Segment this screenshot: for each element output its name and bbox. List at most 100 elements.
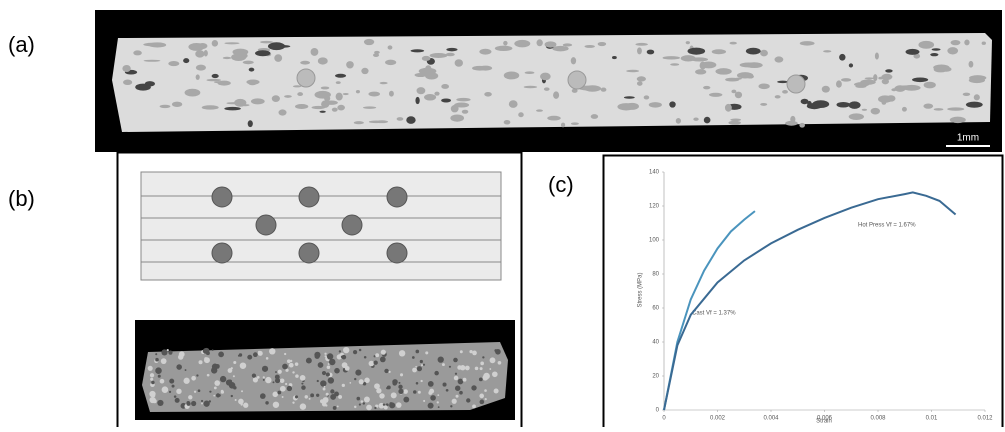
grain xyxy=(355,370,361,376)
grain xyxy=(161,358,167,364)
grain xyxy=(430,53,448,58)
grain xyxy=(224,42,239,44)
grain xyxy=(215,364,220,369)
grain xyxy=(363,402,365,404)
grain xyxy=(839,54,845,61)
grain xyxy=(561,123,565,128)
grain xyxy=(240,362,247,369)
grain xyxy=(503,41,507,46)
grain xyxy=(424,94,436,101)
grain xyxy=(552,46,568,52)
grain xyxy=(388,45,393,49)
grain xyxy=(359,379,364,384)
grain xyxy=(760,103,767,106)
grain xyxy=(275,375,280,380)
grain xyxy=(272,392,278,398)
grain xyxy=(964,40,969,46)
grain xyxy=(482,356,484,358)
grain xyxy=(729,42,736,45)
grain xyxy=(253,352,258,357)
grain xyxy=(451,105,459,112)
grain xyxy=(420,360,423,363)
grain xyxy=(226,380,232,386)
grain xyxy=(584,45,594,48)
grain xyxy=(317,380,319,382)
grain xyxy=(459,391,463,395)
grain xyxy=(292,402,294,404)
grain xyxy=(709,93,722,97)
grain xyxy=(272,95,280,102)
grain xyxy=(188,43,204,51)
grain xyxy=(373,53,379,57)
grain xyxy=(498,361,502,365)
grain xyxy=(366,405,372,411)
grain xyxy=(686,41,690,44)
grain xyxy=(417,366,422,371)
grain xyxy=(563,43,572,46)
grain xyxy=(626,70,639,73)
grain xyxy=(963,93,970,96)
grain xyxy=(397,117,404,121)
grain xyxy=(514,40,530,47)
grain xyxy=(376,388,381,393)
grain xyxy=(282,364,288,370)
grain xyxy=(420,380,422,382)
grain xyxy=(321,86,330,89)
grain xyxy=(277,391,281,395)
grain xyxy=(306,358,312,364)
grain xyxy=(540,73,551,81)
grain xyxy=(273,402,279,408)
grain xyxy=(251,98,265,104)
grain xyxy=(310,393,314,397)
grain xyxy=(198,389,201,392)
grain xyxy=(315,354,320,359)
grain xyxy=(354,121,364,124)
grain xyxy=(262,366,268,372)
x-tick-label: 0.002 xyxy=(710,416,726,422)
grain xyxy=(175,398,180,403)
grain xyxy=(873,74,877,81)
grain xyxy=(231,395,233,397)
grain xyxy=(301,385,305,389)
grain xyxy=(183,378,189,384)
grain xyxy=(693,118,698,121)
grain xyxy=(194,391,196,393)
grain xyxy=(185,89,201,97)
y-tick-label: 100 xyxy=(649,238,660,244)
grain xyxy=(318,362,324,368)
grain xyxy=(396,402,402,408)
grain xyxy=(536,39,542,46)
grain xyxy=(906,49,920,55)
grain xyxy=(421,364,423,366)
grain xyxy=(862,109,867,111)
grain xyxy=(728,121,741,125)
grain xyxy=(328,377,334,383)
grain xyxy=(260,41,273,44)
grain xyxy=(774,56,783,62)
grain xyxy=(690,57,708,61)
grain xyxy=(155,358,159,362)
grain xyxy=(670,63,679,65)
grain xyxy=(260,393,266,399)
grain xyxy=(201,403,203,405)
grain xyxy=(238,399,244,405)
grain xyxy=(438,406,440,408)
grain xyxy=(212,40,218,47)
fibre xyxy=(787,75,805,93)
grain xyxy=(836,102,850,108)
grain xyxy=(466,398,470,402)
grain xyxy=(442,363,445,366)
grain xyxy=(383,404,385,406)
grain xyxy=(289,363,294,368)
grain xyxy=(133,50,142,55)
grain xyxy=(782,90,788,94)
grain xyxy=(966,102,983,108)
grain xyxy=(369,361,375,367)
y-tick-label: 40 xyxy=(652,340,659,346)
grain xyxy=(388,371,390,373)
grain xyxy=(441,84,449,89)
grain xyxy=(385,60,396,65)
grain xyxy=(233,375,235,377)
grain xyxy=(153,394,156,397)
grain xyxy=(207,374,210,377)
